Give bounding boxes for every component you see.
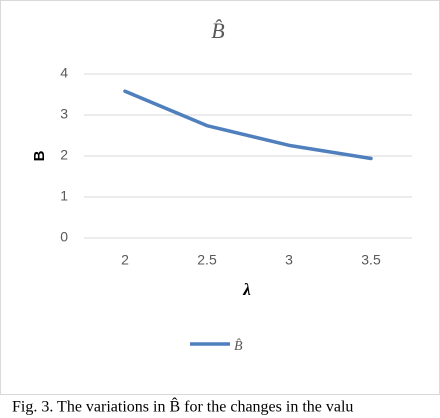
legend-label: B̂ xyxy=(234,338,243,354)
x-tick-label: 3 xyxy=(285,252,293,268)
y-tick-label: 4 xyxy=(60,65,68,81)
x-tick-label: 3.5 xyxy=(361,252,381,268)
caption: Fig. 3. The variations in B̂ for the cha… xyxy=(12,397,353,416)
x-axis-label: λ xyxy=(242,280,251,299)
y-tick-label: 0 xyxy=(60,229,68,245)
y-tick-label: 1 xyxy=(60,188,68,204)
chart-title: B̂ xyxy=(211,18,224,43)
y-tick-label: 2 xyxy=(60,147,68,163)
x-tick-label: 2 xyxy=(121,252,129,268)
data-line xyxy=(123,89,373,161)
y-axis-label: B xyxy=(31,150,48,161)
y-tick-label: 3 xyxy=(60,106,68,122)
x-tick-label: 2.5 xyxy=(197,252,217,268)
